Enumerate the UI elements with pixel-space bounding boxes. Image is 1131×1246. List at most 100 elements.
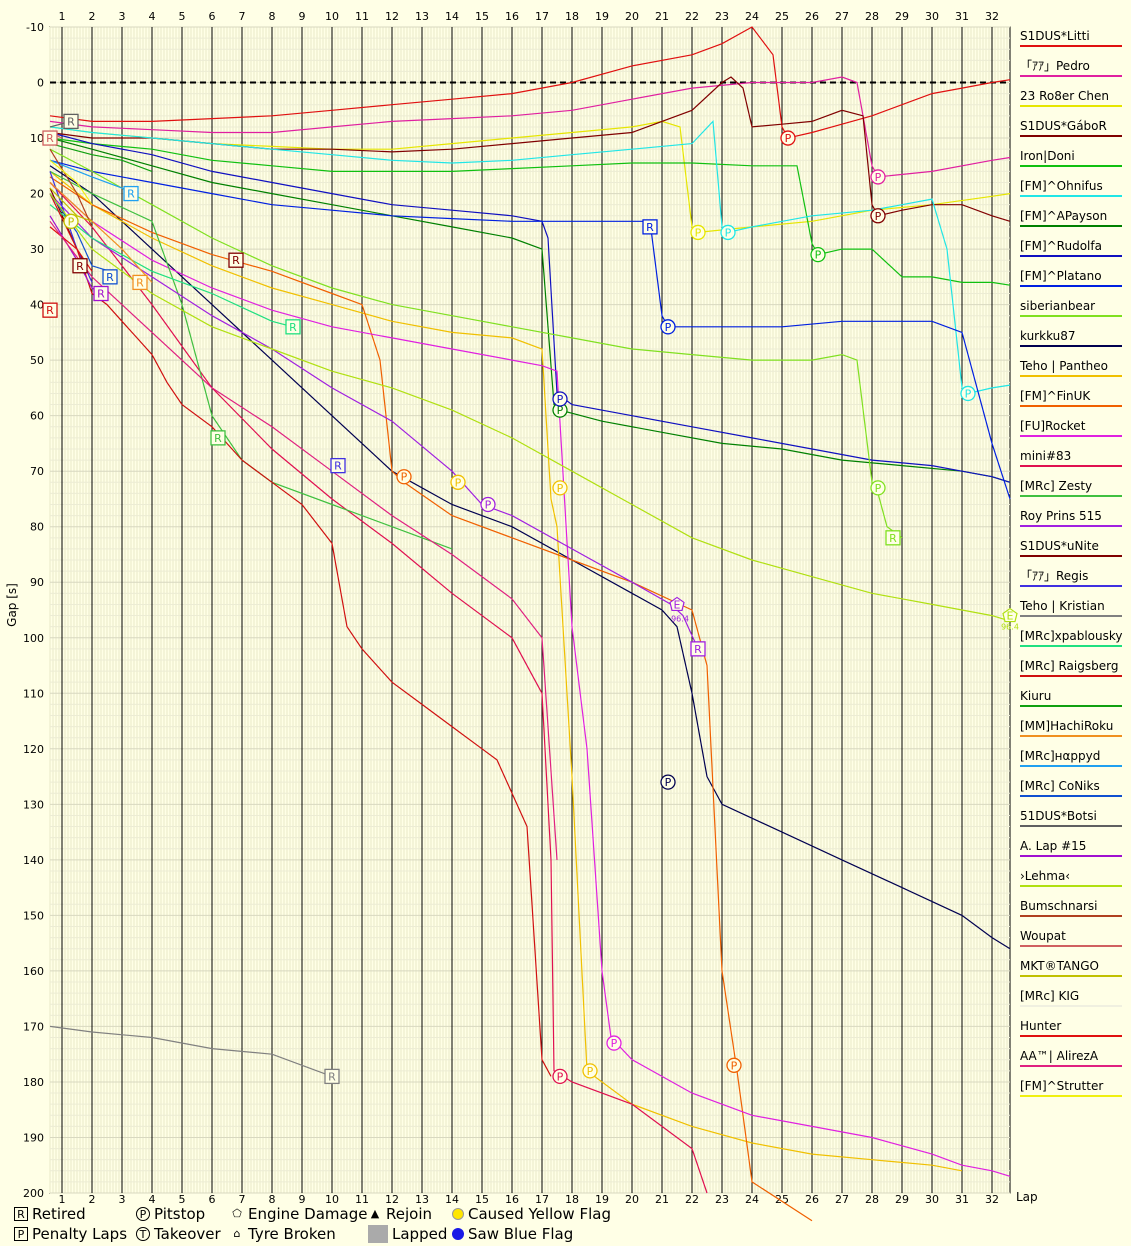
retired-box: [885, 530, 901, 546]
x-tick-label-top: 7: [239, 10, 246, 23]
x-tick-label-bottom: 8: [269, 1193, 276, 1206]
series-line: [49, 131, 1011, 483]
legend-label: Tyre Broken: [248, 1225, 336, 1243]
event-marker-letter: R: [232, 254, 240, 267]
x-tick-label-bottom: 6: [209, 1193, 216, 1206]
event-marker-letter: P: [557, 404, 564, 417]
y-tick-label: -10: [26, 21, 44, 34]
x-tick-label-bottom: 22: [685, 1193, 699, 1206]
series-line: [49, 176, 813, 1222]
x-tick-label-bottom: 24: [745, 1193, 759, 1206]
event-marker-P: P: [552, 1068, 568, 1085]
x-tick-label-bottom: 29: [895, 1193, 909, 1206]
event-marker-E: E: [1002, 607, 1018, 623]
event-marker-letter: P: [68, 215, 75, 228]
legend-series-name: [MRc]xpablousky: [1020, 629, 1123, 643]
event-marker-letter: P: [665, 776, 672, 789]
event-marker-R: R: [228, 252, 244, 268]
pitstop-circle: [552, 1068, 568, 1085]
y-tick-label: 40: [30, 299, 44, 312]
event-marker-letter: P: [557, 393, 564, 406]
event-marker-R: R: [690, 641, 706, 657]
x-tick-label-top: 1: [59, 10, 66, 23]
legend-series-name: [FU]Rocket: [1020, 419, 1086, 433]
x-tick-label-top: 9: [299, 10, 306, 23]
y-tick-label: 20: [30, 188, 44, 201]
tyre-broken-icon: ⌂: [233, 1227, 241, 1240]
y-tick-label: 130: [23, 798, 44, 811]
x-tick-label-bottom: 14: [445, 1193, 459, 1206]
y-tick-label: 190: [23, 1131, 44, 1144]
y-tick-label: 150: [23, 909, 44, 922]
event-marker-letter: R: [46, 132, 54, 145]
legend-lapped: Lapped: [368, 1225, 447, 1243]
x-tick-label-top: 6: [209, 10, 216, 23]
legend-rejoin: ▲ Rejoin: [368, 1205, 432, 1223]
event-marker-letter: R: [646, 221, 654, 234]
chart-series: [49, 26, 1011, 1222]
event-marker-R: R: [642, 219, 658, 235]
legend-series-name: [FM]^FinUK: [1020, 389, 1091, 403]
x-tick-label-bottom: 16: [505, 1193, 519, 1206]
y-tick-label: 180: [23, 1076, 44, 1089]
event-marker-R: R: [42, 130, 58, 146]
x-tick-label-bottom: 17: [535, 1193, 549, 1206]
y-tick-label: 160: [23, 965, 44, 978]
retired-box: [42, 130, 58, 146]
series-line: [49, 182, 708, 1194]
legend-label: Lapped: [392, 1225, 448, 1243]
retired-box: [42, 302, 58, 318]
event-marker-letter: P: [695, 226, 702, 239]
y-tick-label: 90: [30, 576, 44, 589]
event-marker-letter: R: [97, 288, 105, 301]
event-marker-letter: R: [76, 260, 84, 273]
event-marker-letter: R: [328, 1070, 336, 1083]
series-line: [49, 182, 1011, 1177]
legend-series-name: mini#83: [1020, 449, 1071, 463]
legend-series-name: 「ｱｱ」Pedro: [1020, 59, 1090, 73]
event-time-label: 96.4: [1001, 623, 1019, 632]
yellow-flag-icon: [452, 1208, 464, 1220]
x-tick-label-top: 16: [505, 10, 519, 23]
legend-blue-flag: Saw Blue Flag: [452, 1225, 573, 1243]
x-tick-label-bottom: 19: [595, 1193, 609, 1206]
event-marker-E: E: [669, 596, 685, 611]
x-tick-label-top: 18: [565, 10, 579, 23]
legend-series-name: Hunter: [1020, 1019, 1061, 1033]
x-tick-label-bottom: 23: [715, 1193, 729, 1206]
event-marker-letter: P: [611, 1037, 618, 1050]
x-tick-label-top: 20: [625, 10, 639, 23]
legend-series-name: Kiuru: [1020, 689, 1051, 703]
x-tick-label-top: 31: [955, 10, 969, 23]
y-tick-label: 80: [30, 521, 44, 534]
legend-series-name: [FM]^Ohnifus: [1020, 179, 1103, 193]
event-marker-P: P: [810, 246, 826, 263]
event-marker-P: P: [780, 130, 796, 146]
event-marker-letter: P: [665, 321, 672, 334]
event-marker-P: P: [480, 496, 496, 513]
event-marker-P: P: [870, 480, 886, 496]
event-marker-R: R: [72, 258, 88, 274]
legend-series-name: S1DUS*Litti: [1020, 29, 1090, 43]
event-marker-P: P: [63, 213, 79, 229]
engine-damage-shape: [1002, 607, 1018, 623]
series-line: [49, 26, 1011, 139]
series-line: [49, 204, 294, 328]
event-marker-R: R: [210, 430, 226, 446]
x-tick-label-bottom: 7: [239, 1193, 246, 1206]
retired-box: [93, 285, 109, 302]
legend-series-name: siberianbear: [1020, 299, 1095, 313]
event-marker-letter: P: [875, 482, 882, 495]
x-tick-label-bottom: 18: [565, 1193, 579, 1206]
event-marker-letter: R: [106, 271, 114, 284]
x-tick-label-top: 10: [325, 10, 339, 23]
pitstop-circle: [606, 1035, 622, 1051]
event-marker-P: P: [660, 319, 676, 335]
legend-series-name: AA™| AlirezA: [1020, 1049, 1099, 1063]
event-marker-R: R: [885, 530, 901, 546]
y-tick-label: 110: [23, 687, 44, 700]
event-marker-letter: E: [674, 598, 681, 611]
series-line: [49, 159, 93, 206]
pitstop-circle: [870, 480, 886, 496]
event-marker-letter: P: [587, 1065, 594, 1078]
